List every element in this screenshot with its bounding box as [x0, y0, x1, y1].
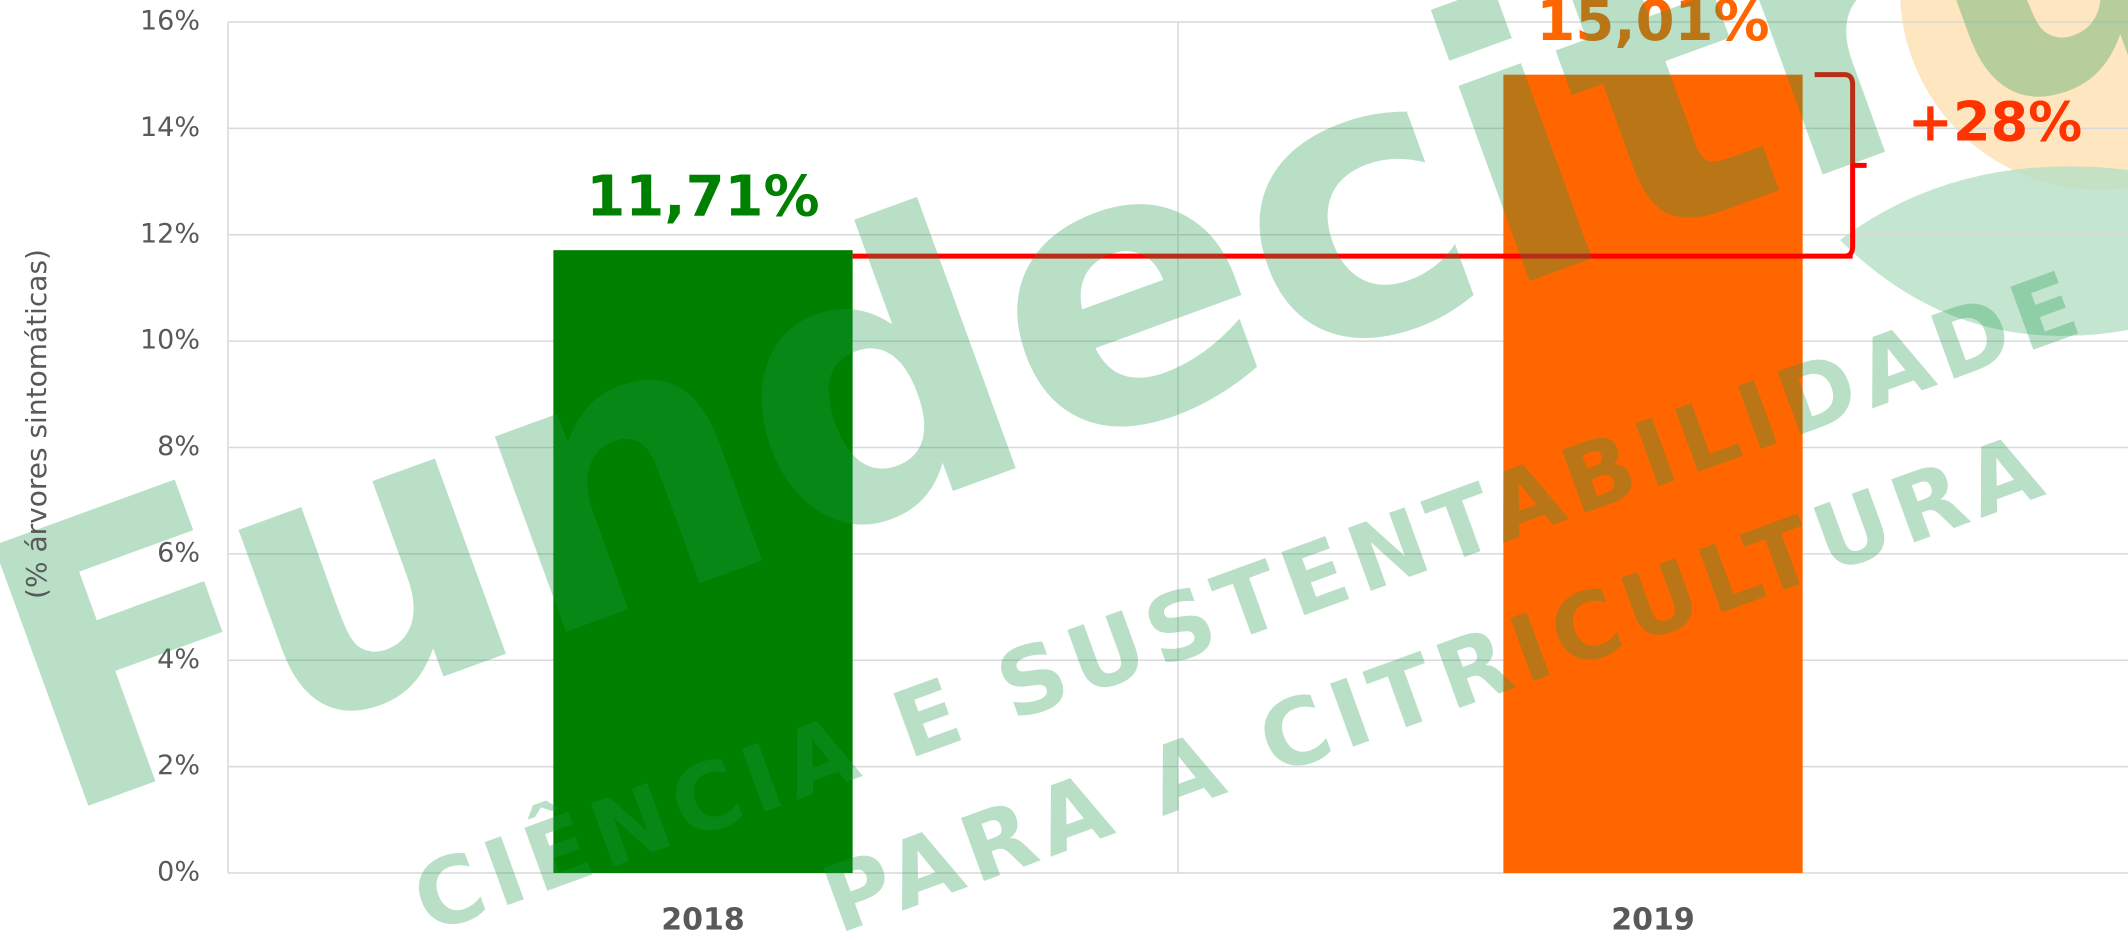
x-tick-label: 2018 [661, 903, 745, 937]
y-tick-label: 14% [140, 112, 200, 143]
y-axis-title: (% árvores sintomáticas) [20, 249, 53, 599]
x-tick-label: 2019 [1611, 903, 1695, 937]
y-tick-label: 12% [140, 218, 200, 249]
page: {"chart_data": {"type": "bar", "y_label"… [0, 0, 2128, 936]
watermark: Fundecitrus CIÊNCIA E SUSTENTABILIDADE P… [0, 0, 2128, 936]
y-tick-label: 10% [140, 325, 200, 356]
y-tick-label: 16% [140, 6, 200, 37]
chart: 0%2%4%6%8%10%12%14%16%201811,71%201915,0… [0, 0, 2128, 936]
body: 0%2%4%6%8%10%12%14%16%201811,71%201915,0… [0, 0, 2128, 936]
